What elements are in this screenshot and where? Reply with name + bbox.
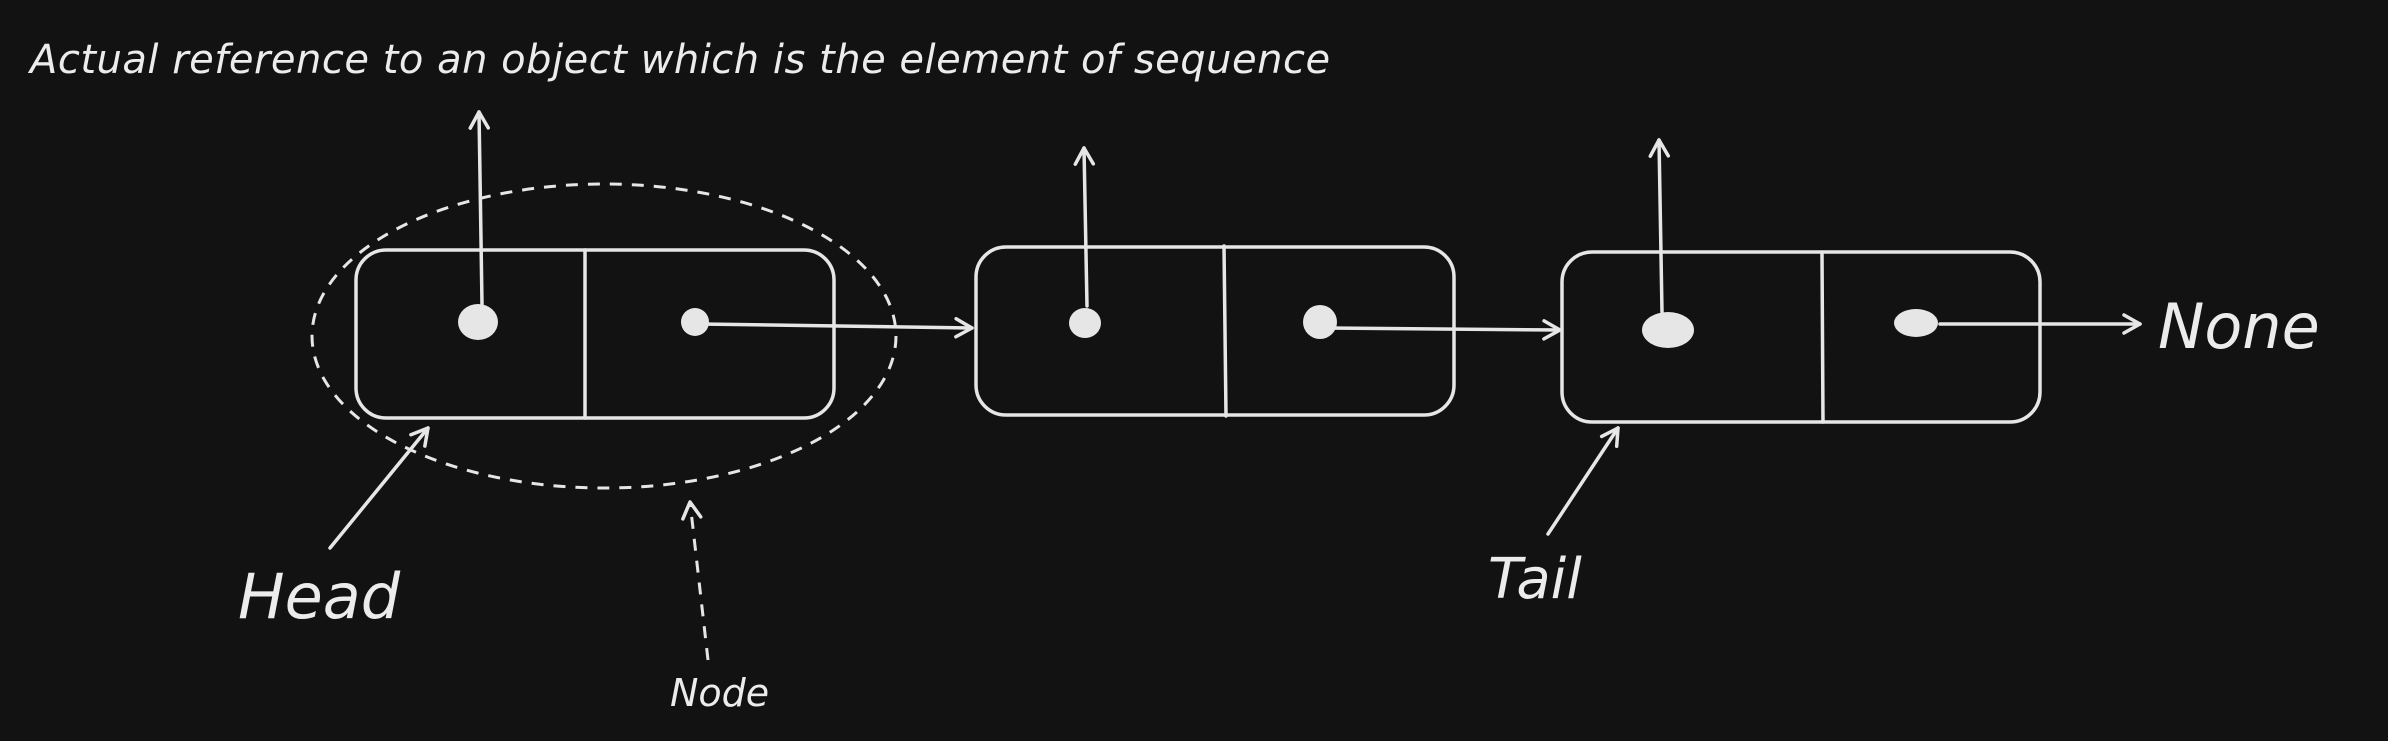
node-2-box xyxy=(974,245,1456,417)
node-2-next-dot xyxy=(1303,305,1337,339)
node-2 xyxy=(974,146,1562,418)
node-1-box xyxy=(354,248,836,420)
node-boundary-ellipse xyxy=(310,182,898,490)
head-pointer-arrow xyxy=(328,426,430,550)
node-1 xyxy=(354,110,974,420)
none-label: None xyxy=(2158,290,2320,363)
head-label: Head xyxy=(238,560,401,633)
node-1-element-arrow xyxy=(468,110,490,306)
node-3-divider xyxy=(1820,252,1825,424)
node-label: Node xyxy=(670,671,770,715)
tail-label: Tail xyxy=(1488,547,1582,612)
node-2-element-arrow xyxy=(1073,146,1096,308)
node-2-next-arrow xyxy=(1324,319,1562,341)
node-3-box xyxy=(1560,250,2042,424)
node-3-element-dot xyxy=(1642,312,1694,348)
node-3 xyxy=(1560,138,2142,424)
element-reference-note: Actual reference to an object which is t… xyxy=(30,37,1331,83)
node-2-divider xyxy=(1222,244,1228,418)
node-1-next-arrow xyxy=(698,317,974,339)
node-1-next-dot xyxy=(681,308,709,336)
node-2-element-dot xyxy=(1069,308,1101,338)
tail-pointer-arrow xyxy=(1546,426,1620,536)
node-1-element-dot xyxy=(458,304,498,340)
node-3-element-arrow xyxy=(1648,138,1671,314)
node-pointer-dashed-arrow xyxy=(681,500,710,661)
node-3-next-dot xyxy=(1894,309,1938,337)
